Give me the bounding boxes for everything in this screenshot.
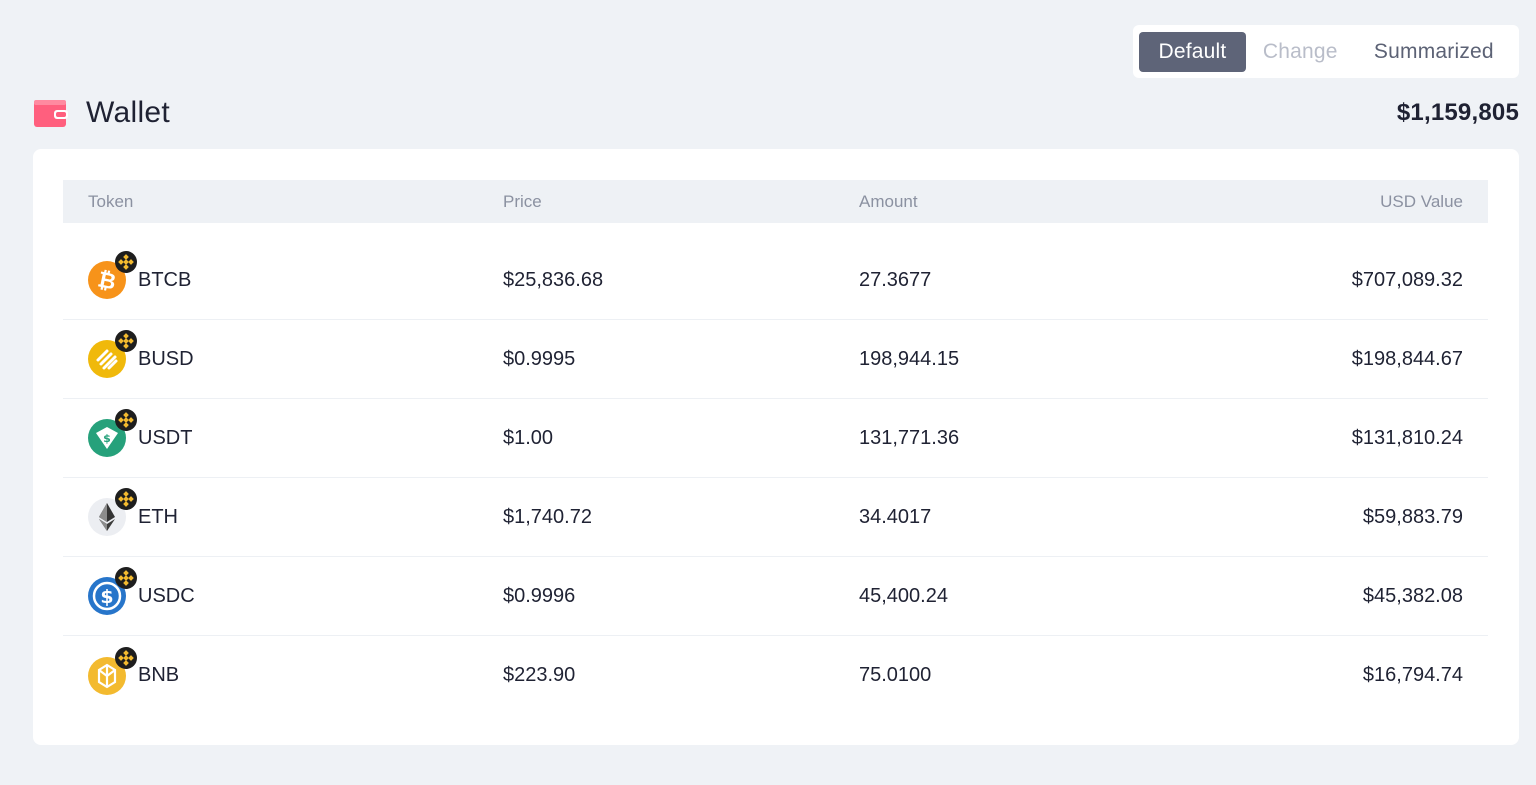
- bnb-icon: [88, 646, 137, 695]
- bsc-chain-icon: [115, 251, 137, 273]
- header-price: Price: [503, 191, 542, 211]
- header-token: Token: [88, 191, 134, 211]
- toggle-change-button[interactable]: Change: [1262, 39, 1338, 63]
- usd-value-cell: $707,089.32: [1351, 268, 1463, 291]
- table-row[interactable]: $ USDT $1.00 131,771.36 $131,810.24: [63, 399, 1488, 478]
- wallet-icon: [34, 98, 68, 128]
- bsc-chain-icon: [115, 567, 137, 589]
- wallet-card: Token Price Amount USD Value ₿ BTCB $25,…: [33, 149, 1519, 745]
- token-cell: BNB: [88, 646, 180, 695]
- table-row[interactable]: ETH $1,740.72 34.4017 $59,883.79: [63, 478, 1488, 557]
- token-name: BTCB: [138, 268, 192, 291]
- bsc-chain-icon: [115, 646, 137, 669]
- table-row[interactable]: $ USDC $0.9996 45,400.24 $45,382.08: [63, 557, 1488, 636]
- table-row[interactable]: ₿ BTCB $25,836.68 27.3677 $707,089.32: [63, 241, 1488, 320]
- bsc-chain-icon: [115, 488, 137, 510]
- amount-cell: 75.0100: [859, 664, 932, 686]
- wallet-total-value: $1,159,805: [1396, 99, 1519, 126]
- price-cell: $223.90: [503, 664, 576, 686]
- svg-text:₿: ₿: [95, 267, 118, 295]
- btcb-icon: ₿: [88, 251, 137, 299]
- bsc-chain-icon: [115, 330, 137, 352]
- token-name: BNB: [138, 664, 180, 686]
- wallet-title-group: Wallet: [34, 96, 170, 130]
- token-cell: ₿ BTCB: [88, 251, 192, 299]
- svg-text:$: $: [100, 586, 113, 608]
- usd-value-cell: $198,844.67: [1351, 347, 1463, 370]
- view-toggle: Default Change Summarized: [1133, 25, 1519, 78]
- token-name: ETH: [138, 505, 178, 528]
- table-header: Token Price Amount USD Value: [63, 180, 1488, 223]
- amount-cell: 131,771.36: [859, 426, 960, 449]
- price-cell: $0.9996: [503, 584, 576, 607]
- svg-text:$: $: [103, 432, 111, 445]
- eth-icon: [88, 488, 137, 536]
- wallet-header: Wallet $1,159,805: [34, 92, 1519, 134]
- token-cell: BUSD: [88, 330, 194, 378]
- busd-icon: [88, 330, 137, 378]
- usdc-icon: $: [88, 567, 137, 615]
- usd-value-cell: $16,794.74: [1362, 664, 1463, 686]
- table-row[interactable]: BNB $223.90 75.0100 $16,794.74: [63, 636, 1488, 715]
- token-name: USDT: [138, 426, 193, 449]
- amount-cell: 27.3677: [859, 268, 932, 291]
- price-cell: $25,836.68: [503, 268, 604, 291]
- header-amount: Amount: [859, 191, 918, 211]
- price-cell: $1,740.72: [503, 505, 592, 528]
- wallet-title: Wallet: [86, 96, 171, 129]
- table-row[interactable]: BUSD $0.9995 198,944.15 $198,844.67: [63, 320, 1488, 399]
- token-table-body: ₿ BTCB $25,836.68 27.3677 $707,089.32 BU…: [63, 241, 1488, 715]
- toggle-default-button[interactable]: Default: [1139, 31, 1246, 72]
- price-cell: $0.9995: [503, 347, 576, 370]
- token-name: BUSD: [138, 347, 194, 370]
- usdt-icon: $: [88, 409, 137, 457]
- toggle-summarized-button[interactable]: Summarized: [1373, 39, 1494, 63]
- amount-cell: 34.4017: [859, 505, 932, 528]
- bsc-chain-icon: [115, 409, 137, 431]
- token-name: USDC: [138, 584, 195, 607]
- token-cell: $ USDT: [88, 409, 193, 457]
- price-cell: $1.00: [503, 426, 554, 449]
- usd-value-cell: $59,883.79: [1362, 505, 1463, 528]
- usd-value-cell: $45,382.08: [1362, 584, 1463, 607]
- token-cell: $ USDC: [88, 567, 195, 615]
- amount-cell: 45,400.24: [859, 584, 948, 607]
- header-usd-value: USD Value: [1380, 191, 1463, 211]
- usd-value-cell: $131,810.24: [1351, 426, 1463, 449]
- amount-cell: 198,944.15: [859, 347, 960, 370]
- token-cell: ETH: [88, 488, 178, 536]
